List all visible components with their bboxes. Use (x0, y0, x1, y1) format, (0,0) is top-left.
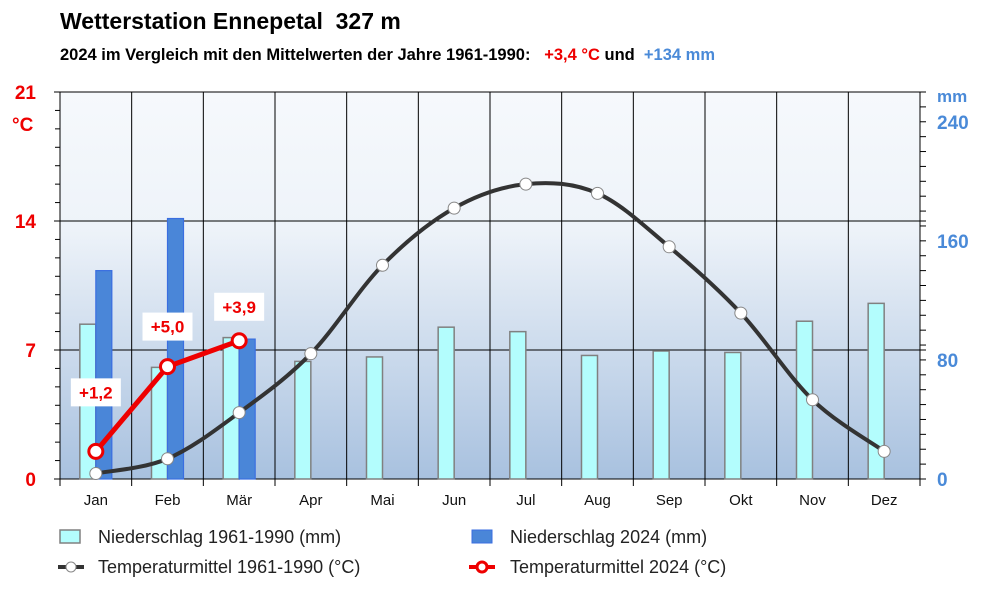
left-tick-label: 0 (25, 470, 36, 491)
point-temp-mean (376, 258, 389, 272)
left-tick-label: 21 (15, 83, 37, 104)
legend-label-temp-2024: Temperaturmittel 2024 (°C) (510, 557, 727, 577)
deviation-label: +1,2 (79, 383, 113, 402)
point-temp-2024 (159, 358, 176, 376)
x-tick-label: Aug (584, 492, 611, 509)
deviation-label-bg (70, 378, 121, 407)
legend-label-temp-mean: Temperaturmittel 1961-1990 (°C) (98, 557, 361, 577)
bar-precip-mean (437, 326, 455, 480)
legend-label-precip-2024: Niederschlag 2024 (mm) (510, 527, 708, 547)
x-tick-label: Jun (442, 492, 466, 509)
x-tick-label: Jul (516, 492, 535, 509)
point-temp-mean (591, 186, 604, 200)
point-temp-mean (806, 393, 819, 407)
bar-precip-mean (652, 350, 670, 480)
x-tick-label: Feb (155, 492, 181, 509)
bar-precip-mean (867, 302, 885, 480)
left-axis-unit: °C (12, 115, 34, 136)
x-tick-label: Sep (656, 492, 683, 509)
point-temp-mean (447, 201, 461, 215)
legend-marker-temp-mean (65, 561, 77, 573)
x-tick-label: Mär (226, 492, 252, 509)
right-tick-label: 160 (937, 232, 969, 253)
bar-precip-mean (724, 351, 742, 480)
point-temp-2024 (230, 332, 248, 350)
chart-subtitle: 2024 im Vergleich mit den Mittelwerten d… (60, 46, 715, 65)
bar-precip-mean (294, 360, 312, 480)
point-temp-mean (161, 452, 174, 466)
deviation-label-bg (214, 292, 265, 321)
point-temp-mean (734, 306, 748, 320)
deviation-label-bg (142, 312, 193, 341)
left-tick-label: 14 (15, 212, 37, 233)
right-tick-label: 240 (937, 113, 969, 134)
point-temp-2024 (87, 442, 105, 460)
legend-swatch-precip-2024 (471, 529, 493, 544)
temp-diff: +3,4 °C (544, 46, 600, 64)
right-tick-label: 0 (937, 470, 948, 491)
point-temp-mean (232, 406, 246, 420)
bar-precip-2024 (95, 270, 113, 480)
subtitle-text: 2024 im Vergleich mit den Mittelwerten d… (60, 46, 531, 64)
point-temp-mean (662, 240, 676, 254)
point-temp-mean (304, 347, 318, 361)
legend-marker-temp-2024 (475, 560, 489, 574)
bar-precip-mean (365, 356, 384, 480)
deviation-label: +5,0 (151, 318, 185, 337)
subtitle-joiner: und (604, 46, 635, 64)
deviation-label: +3,9 (222, 298, 256, 317)
chart-title: Wetterstation Ennepetal 327 m (60, 8, 401, 34)
x-tick-label: Nov (799, 492, 826, 509)
legend-swatch-precip-mean (59, 529, 81, 544)
point-temp-mean (519, 177, 533, 191)
point-temp-mean (877, 444, 891, 458)
bar-precip-mean (509, 330, 527, 480)
left-tick-label: 7 (25, 341, 36, 362)
bar-precip-mean (580, 354, 599, 480)
x-tick-label: Jan (84, 492, 108, 509)
precip-diff: +134 mm (643, 46, 716, 64)
right-axis-unit: mm (937, 87, 967, 106)
x-tick-label: Mai (370, 492, 394, 509)
point-temp-mean (89, 466, 103, 480)
x-tick-label: Apr (299, 492, 322, 509)
bar-precip-2024 (166, 217, 185, 480)
x-tick-label: Dez (871, 492, 898, 509)
legend-label-precip-mean: Niederschlag 1961-1990 (mm) (98, 527, 342, 547)
right-tick-label: 80 (937, 351, 958, 372)
x-tick-label: Okt (729, 492, 753, 509)
